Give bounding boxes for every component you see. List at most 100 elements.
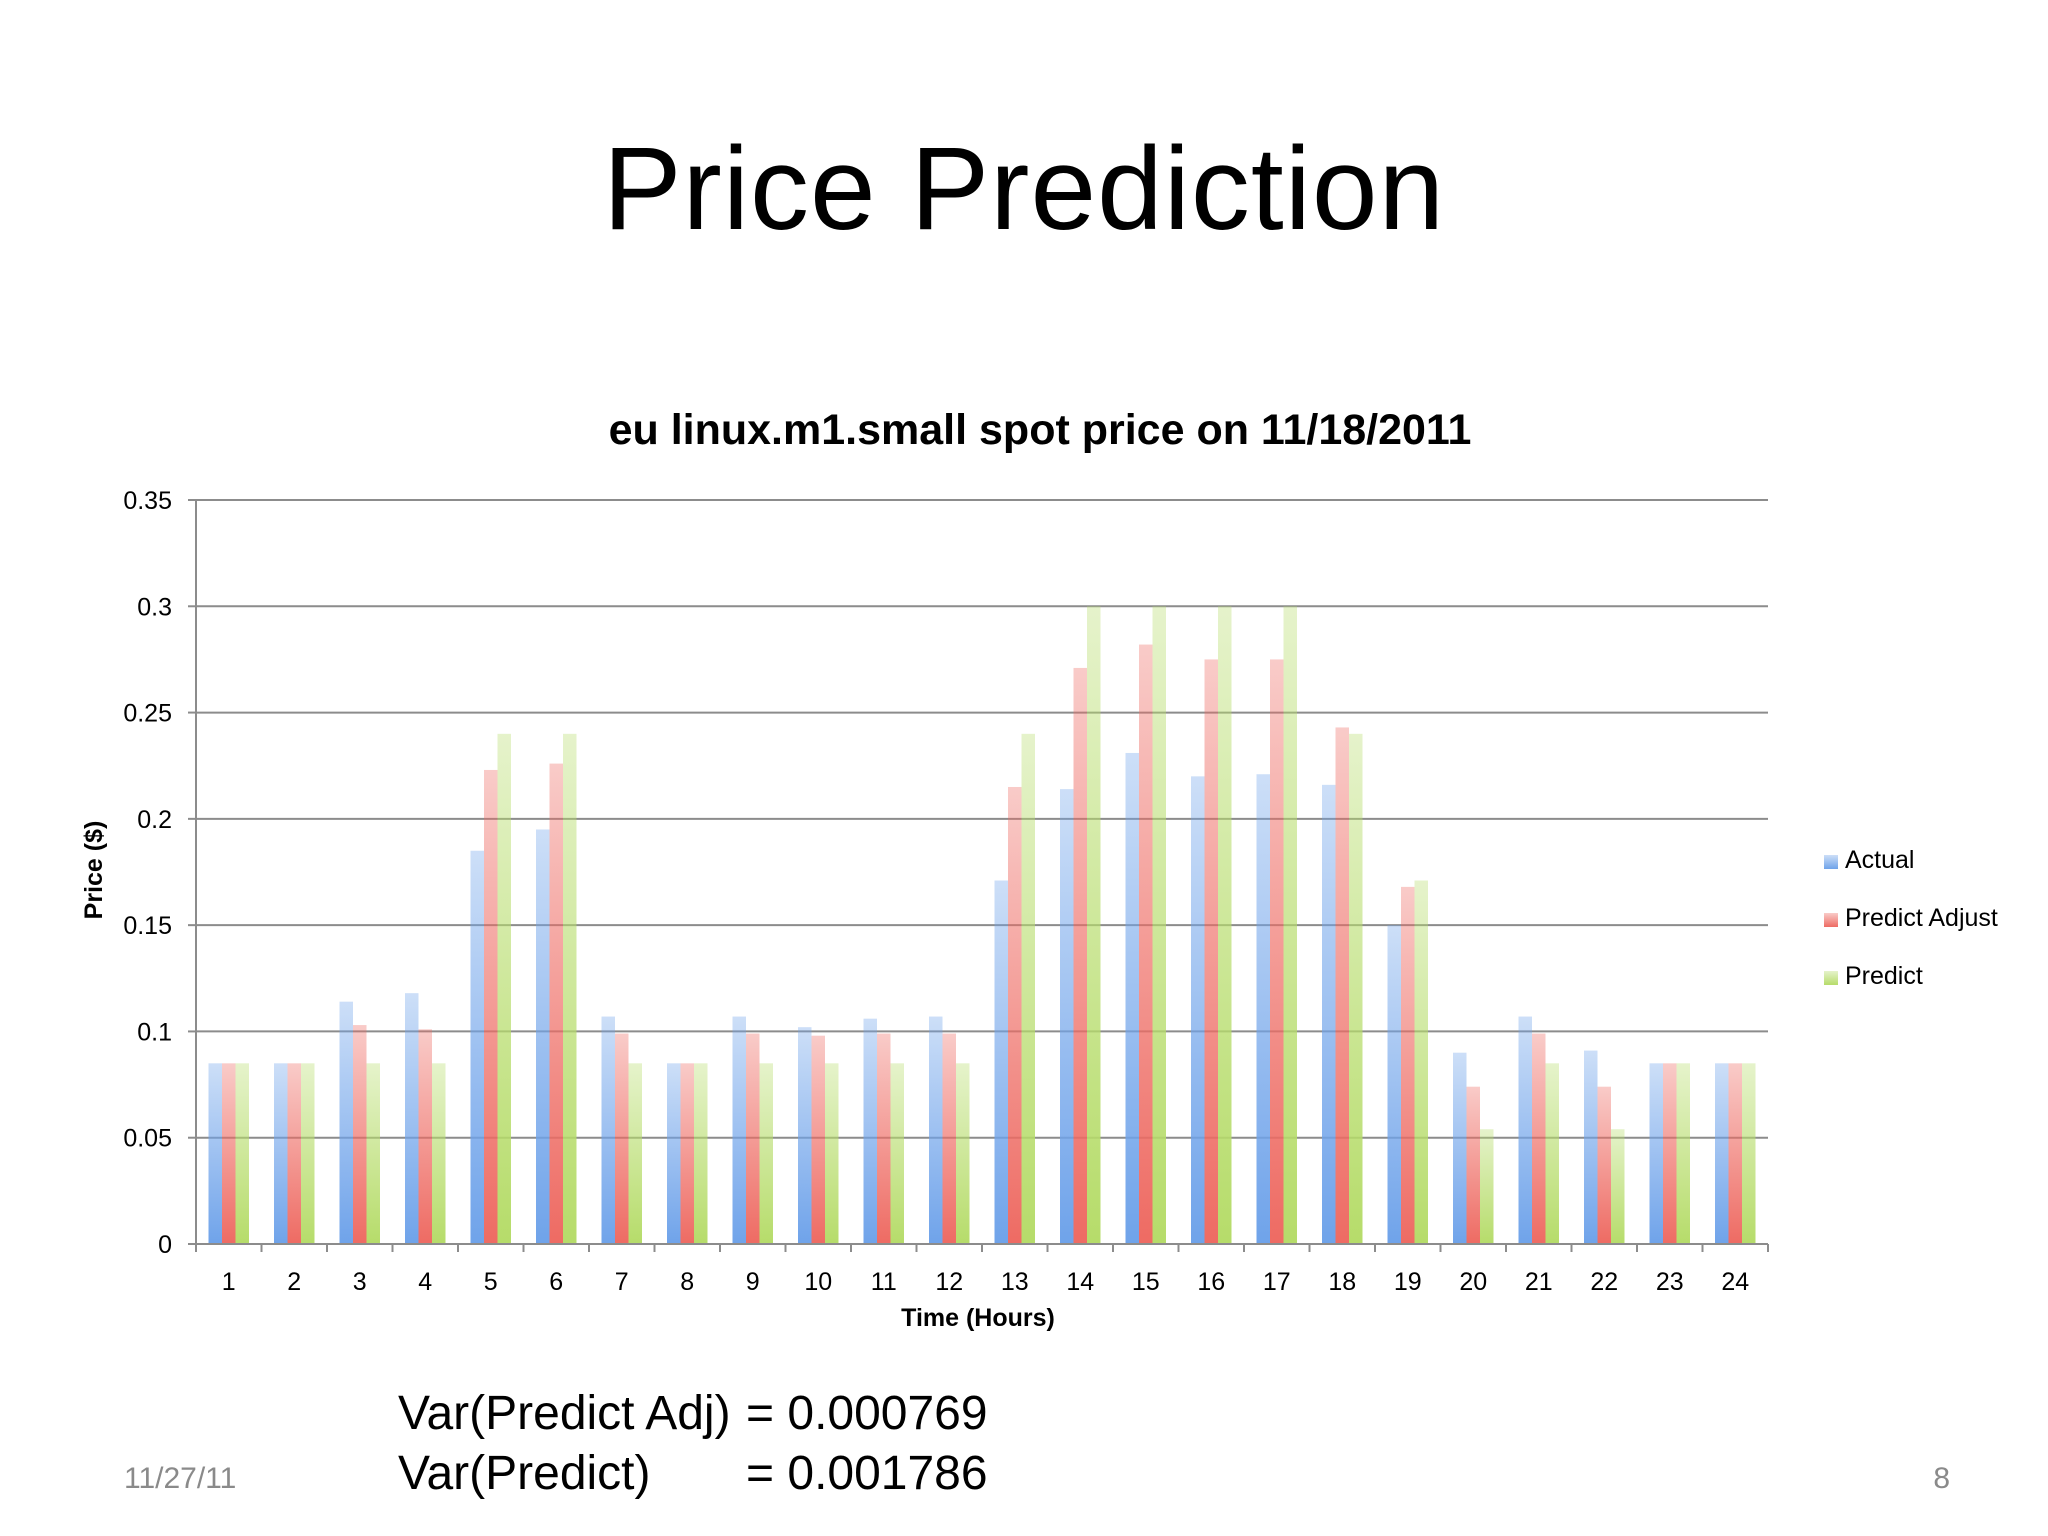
x-axis-ticks: 1 2 3 4 5 6 7 8 9 10 11 12 13 14 15 16 17 18 19 20 21 22 23 24 [195, 1244, 1769, 1296]
bar-predict-adjust [1335, 727, 1349, 1244]
bar-actual [208, 1063, 222, 1244]
variance-label: Var(Predict Adj) [398, 1387, 731, 1440]
bar-actual [1125, 752, 1139, 1244]
y-tick-label: 0.25 [123, 700, 172, 728]
bar-predict-adjust [746, 1033, 760, 1244]
bar-predict [1021, 733, 1035, 1244]
bar-predict-adjust [1139, 644, 1153, 1244]
bar-predict-adjust [680, 1063, 694, 1244]
legend-swatch [1824, 971, 1838, 985]
bar-predict [432, 1063, 446, 1244]
bar-predict-adjust [1532, 1033, 1546, 1244]
y-tick-label: 0.3 [137, 593, 172, 621]
gridlines [196, 499, 1768, 1139]
x-tick-label: 2 [287, 1268, 301, 1296]
bar-actual [863, 1018, 877, 1244]
bar-actual [1060, 789, 1074, 1244]
x-tick-label: 17 [1263, 1268, 1291, 1296]
bar-predict-adjust [222, 1063, 236, 1244]
x-tick-label: 8 [680, 1268, 694, 1296]
bar-predict [759, 1063, 773, 1244]
bar-predict-adjust [1401, 886, 1415, 1244]
x-tick-label: 9 [746, 1268, 760, 1296]
price-bar-chart: eu linux.m1.small spot price on 11/18/20… [80, 406, 1998, 1332]
bar-predict [890, 1063, 904, 1244]
bar-actual [1649, 1063, 1663, 1244]
x-tick-label: 20 [1459, 1268, 1487, 1296]
page-number: 8 [1933, 1462, 1950, 1495]
bar-predict [694, 1063, 708, 1244]
bar-actual [405, 993, 419, 1244]
bars [208, 606, 1756, 1244]
bar-predict [1742, 1063, 1756, 1244]
bar-predict [1480, 1129, 1494, 1244]
x-tick-label: 10 [804, 1268, 832, 1296]
bar-predict-adjust [811, 1035, 825, 1244]
x-tick-label: 18 [1328, 1268, 1356, 1296]
bar-predict-adjust [1204, 659, 1218, 1244]
x-tick-label: 23 [1656, 1268, 1684, 1296]
bar-actual [339, 1001, 353, 1244]
bar-predict-adjust [877, 1033, 891, 1244]
x-tick-label: 5 [484, 1268, 498, 1296]
bar-predict-adjust [549, 763, 563, 1244]
bar-predict-adjust [484, 769, 498, 1244]
bar-actual [1191, 776, 1205, 1244]
bar-predict-adjust [1073, 667, 1087, 1244]
x-tick-label: 3 [353, 1268, 367, 1296]
bar-predict-adjust [1466, 1086, 1480, 1244]
bar-actual [732, 1016, 746, 1244]
y-tick-label: 0.15 [123, 912, 172, 940]
bar-predict [1218, 606, 1232, 1244]
legend-entry: Predict Adjust [1845, 904, 1998, 932]
bar-predict [1152, 606, 1166, 1244]
bar-actual [667, 1063, 681, 1244]
slide-title: Price Prediction [602, 123, 1446, 255]
x-tick-label: 22 [1590, 1268, 1618, 1296]
bar-predict [366, 1063, 380, 1244]
x-tick-label: 14 [1066, 1268, 1094, 1296]
bar-actual [994, 880, 1008, 1244]
bar-predict [1349, 733, 1363, 1244]
bar-actual [1387, 925, 1401, 1244]
bar-predict [497, 733, 511, 1244]
bar-predict [1087, 606, 1101, 1244]
slide-date: 11/27/11 [124, 1462, 237, 1495]
bar-predict [825, 1063, 839, 1244]
legend-entry: Actual [1845, 846, 1914, 874]
variance-value: = 0.001786 [746, 1447, 988, 1500]
bar-predict-adjust [287, 1063, 301, 1244]
bar-predict-adjust [418, 1029, 432, 1244]
legend-entry: Predict [1845, 962, 1923, 990]
bar-predict-adjust [1663, 1063, 1677, 1244]
x-tick-label: 16 [1197, 1268, 1225, 1296]
bar-predict [1414, 880, 1428, 1244]
bar-actual [274, 1063, 288, 1244]
bar-predict-adjust [1597, 1086, 1611, 1244]
x-tick-label: 6 [549, 1268, 563, 1296]
y-tick-label: 0.05 [123, 1125, 172, 1153]
legend: Actual Predict Adjust Predict [1824, 846, 1998, 990]
bar-predict [563, 733, 577, 1244]
variance-label: Var(Predict) [398, 1447, 651, 1500]
bar-predict [1676, 1063, 1690, 1244]
x-tick-label: 7 [615, 1268, 629, 1296]
x-tick-label: 19 [1394, 1268, 1422, 1296]
x-tick-label: 15 [1132, 1268, 1160, 1296]
bar-predict [1545, 1063, 1559, 1244]
bar-predict-adjust [1728, 1063, 1742, 1244]
bar-actual [1453, 1052, 1467, 1244]
bar-predict [956, 1063, 970, 1244]
bar-predict-adjust [1270, 659, 1284, 1244]
bar-predict [235, 1063, 249, 1244]
y-axis-label: Price ($) [80, 821, 108, 920]
x-axis-label: Time (Hours) [901, 1304, 1055, 1332]
y-tick-label: 0.35 [123, 487, 172, 515]
bar-predict-adjust [353, 1025, 367, 1244]
bar-actual [1256, 774, 1270, 1244]
bar-predict-adjust [942, 1033, 956, 1244]
x-tick-label: 1 [222, 1268, 236, 1296]
legend-swatch [1824, 913, 1838, 927]
bar-actual [470, 850, 484, 1244]
variance-value: = 0.000769 [746, 1387, 988, 1440]
